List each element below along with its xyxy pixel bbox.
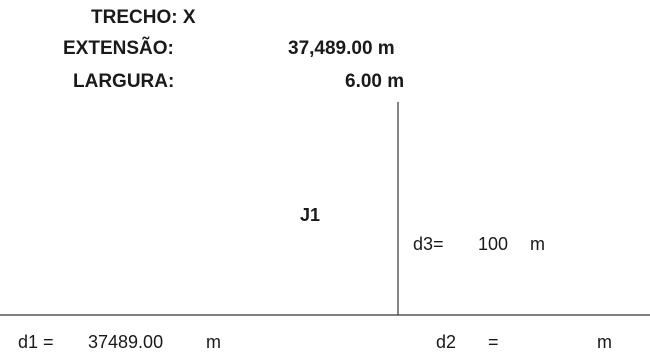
largura-label: LARGURA: <box>73 71 175 92</box>
d2-equals: = <box>488 332 499 352</box>
d1-label: d1 = <box>18 332 54 352</box>
extensao-value: 37,489.00 m <box>288 38 395 59</box>
d3-value: 100 <box>478 234 509 254</box>
d1-unit: m <box>206 332 221 352</box>
d3-label: d3= <box>413 234 444 254</box>
trecho-title: TRECHO: X <box>91 7 196 28</box>
d2-label: d2 <box>436 332 457 352</box>
d1-value: 37489.00 <box>88 332 164 352</box>
d2-unit: m <box>597 332 612 352</box>
d3-unit: m <box>530 234 545 254</box>
extensao-label: EXTENSÃO: <box>63 38 174 59</box>
largura-value: 6.00 m <box>345 71 405 92</box>
junction-label: J1 <box>300 205 321 225</box>
